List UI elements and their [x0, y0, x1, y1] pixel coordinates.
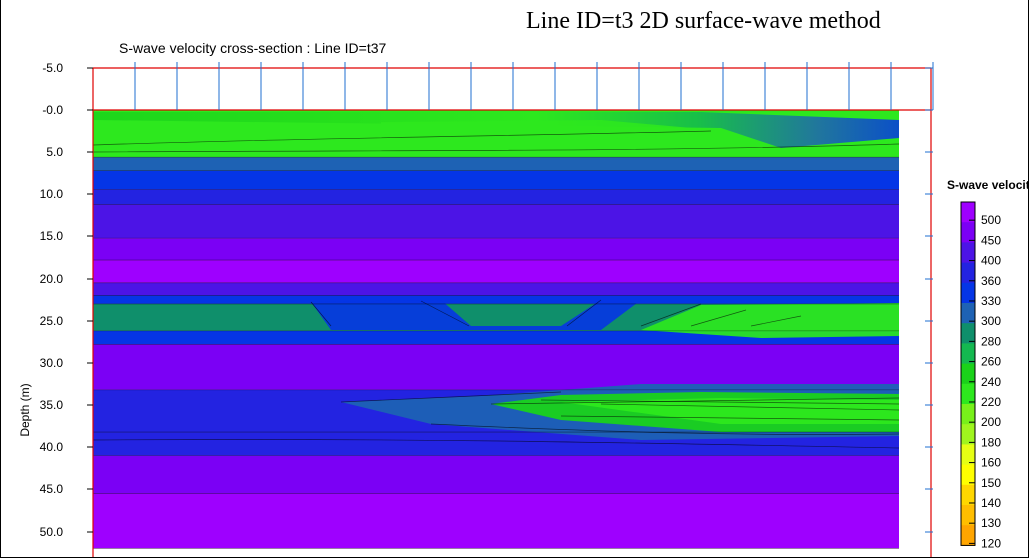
upper-bright-lens: [381, 120, 715, 140]
colorbar-label: 180: [981, 435, 1001, 449]
colorbar-label: 450: [981, 233, 1001, 247]
colorbar-label: 260: [981, 355, 1001, 369]
right-margin-mask: [899, 110, 931, 557]
contour-curve-10: [540, 399, 899, 405]
colorbar: 500 450 400 360 330 300 280 260 240 220 200 180 160 1…: [960, 201, 1001, 550]
header-strip: [92, 62, 934, 557]
contour-curve-3: [420, 300, 470, 327]
colorbar-swatch: [961, 202, 975, 223]
colorbar-label: 200: [981, 415, 1001, 429]
y-tick-label: 5.0: [46, 145, 63, 159]
contour-lines: [93, 130, 899, 549]
y-tick-label: 30.0: [40, 356, 64, 370]
y-tick-label: 20.0: [40, 272, 64, 286]
colorbar-label: 140: [981, 496, 1001, 510]
colorbar-swatch: [961, 424, 975, 445]
colorbar-swatch: [961, 343, 975, 365]
colorbar-label: 360: [981, 274, 1001, 288]
colorbar-label: 300: [981, 314, 1001, 328]
colorbar-swatch: [961, 484, 975, 506]
contour-curve-6: [690, 309, 747, 327]
y-tick-label: -0.0: [42, 103, 63, 117]
colorbar-outline: [960, 201, 976, 546]
colorbar-label: 500: [981, 213, 1001, 227]
depth-band-5: [93, 238, 899, 261]
mid-blue-saddle: [311, 300, 641, 330]
depth-band-4: [93, 204, 899, 239]
contour-curve-2: [310, 301, 332, 327]
colorbar-swatch: [961, 505, 975, 526]
colorbar-swatch: [961, 464, 975, 486]
y-axis-label: Depth (m): [18, 383, 32, 436]
chart-title: S-wave velocity cross-section : Line ID=…: [119, 40, 387, 56]
y-tick-label: 40.0: [40, 440, 64, 454]
colorbar-swatch: [961, 222, 975, 243]
y-tick-label: 50.0: [40, 525, 64, 539]
depth-band-7: [93, 282, 899, 296]
colorbar-swatch: [961, 383, 975, 405]
colorbar-swatch: [961, 323, 975, 344]
contour-curve-14: [93, 439, 899, 449]
depth-band-10: [93, 330, 899, 345]
contour-curve-12: [560, 415, 899, 421]
depth-band-6: [93, 260, 899, 283]
colorbar-swatch: [961, 525, 975, 546]
colorbar-label: 130: [981, 516, 1001, 530]
colorbar-title: S-wave velocity: [947, 178, 1029, 192]
depth-band-11: [93, 344, 899, 390]
colorbar-label: 330: [981, 294, 1001, 308]
contour-curve-11: [600, 403, 899, 411]
y-tick-label: 10.0: [40, 187, 64, 201]
colorbar-swatch: [961, 303, 975, 324]
depth-band-2: [93, 170, 899, 190]
colorbar-label: 220: [981, 395, 1001, 409]
colorbar-label: 160: [981, 456, 1001, 470]
depth-band-15: [93, 493, 899, 549]
contour-curve-5: [640, 303, 702, 327]
contour-curve-8: [340, 391, 562, 403]
banner-title: Line ID=t3 2D surface-wave method: [526, 8, 881, 34]
contour-curve-9: [490, 397, 899, 405]
colorbar-swatch: [961, 404, 975, 425]
contour-curve-4: [566, 299, 602, 327]
mid-green-lens: [641, 303, 899, 338]
y-tick-label: -5.0: [42, 61, 63, 75]
upper-green-wedge: [93, 112, 899, 148]
colorbar-swatch: [961, 282, 975, 304]
y-tick-label: 25.0: [40, 314, 64, 328]
deep-bright-core: [561, 398, 899, 424]
colorbar-label: 120: [981, 536, 1001, 550]
depth-band-8: [93, 295, 899, 304]
colorbar-swatch: [961, 242, 975, 264]
y-tick-label: 35.0: [40, 398, 64, 412]
colorbar-swatch: [961, 363, 975, 385]
colorbar-label: 400: [981, 254, 1001, 268]
depth-band-3: [93, 189, 899, 205]
colorbar-label: 240: [981, 375, 1001, 389]
colorbar-swatch: [961, 262, 975, 284]
contour-curve-13: [430, 423, 899, 435]
y-tick-label: 45.0: [40, 482, 64, 496]
contour-curve-1: [93, 143, 899, 153]
colorbar-swatch: [961, 444, 975, 466]
depth-band-1: [93, 157, 899, 171]
colorbar-label: 280: [981, 334, 1001, 348]
colorbar-label: 150: [981, 476, 1001, 490]
y-tick-label: 15.0: [40, 229, 64, 243]
y-axis-ticks: -5.0 -0.0 5.0 10.0 15.0 20.0 25.0 30.0 35.0 40.0 4…: [40, 61, 933, 539]
contour-curve-0: [93, 130, 712, 146]
contour-curve-7: [750, 315, 802, 327]
depth-band-14: [93, 455, 899, 494]
